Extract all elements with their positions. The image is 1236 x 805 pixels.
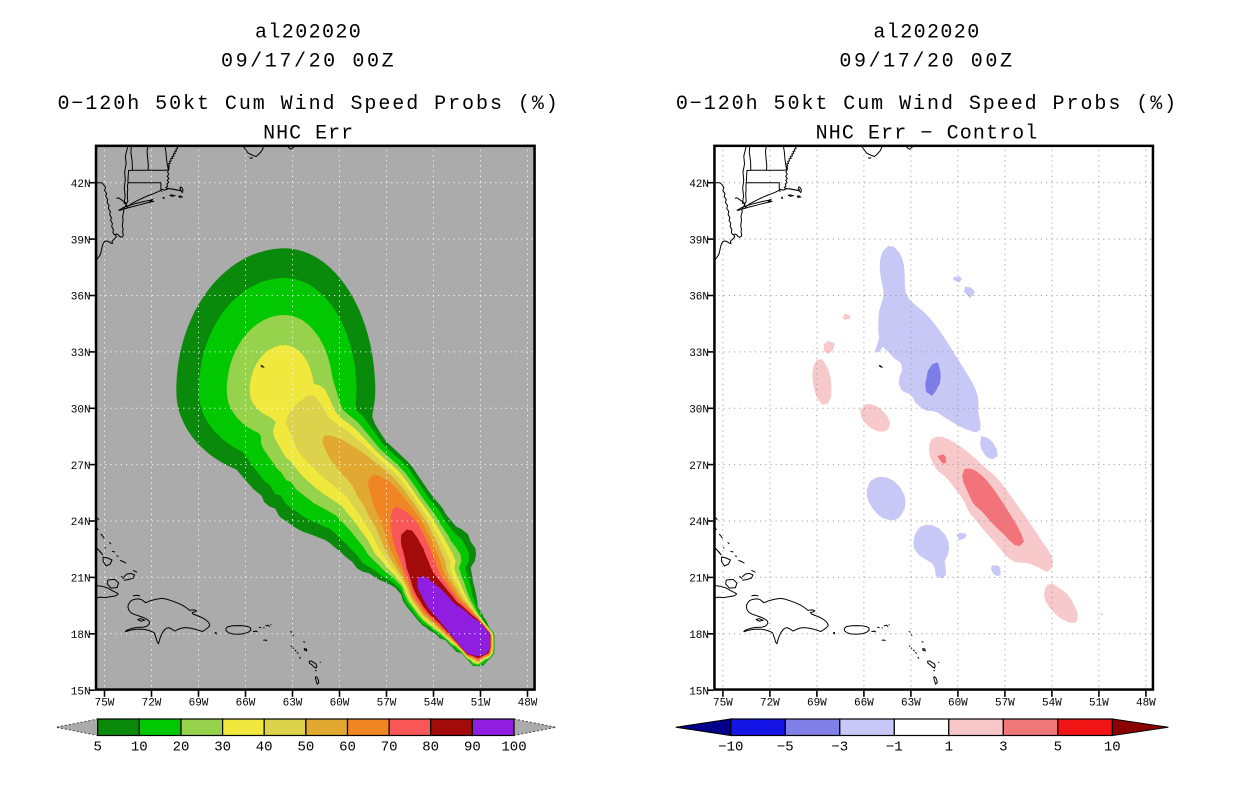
svg-text:09/17/20 00Z: 09/17/20 00Z bbox=[221, 50, 396, 73]
svg-text:42N: 42N bbox=[71, 179, 91, 191]
svg-text:NHC Err − Control: NHC Err − Control bbox=[816, 123, 1039, 146]
svg-text:21N: 21N bbox=[71, 574, 91, 586]
svg-text:30N: 30N bbox=[689, 405, 709, 417]
svg-text:40: 40 bbox=[256, 740, 273, 756]
svg-text:−1: −1 bbox=[886, 740, 903, 756]
svg-text:0−120h 50kt Cum Wind Speed Pro: 0−120h 50kt Cum Wind Speed Probs (%) bbox=[57, 93, 559, 116]
svg-text:70: 70 bbox=[381, 740, 398, 756]
svg-text:48W: 48W bbox=[518, 698, 538, 710]
svg-text:60W: 60W bbox=[330, 698, 350, 710]
svg-text:50: 50 bbox=[297, 740, 314, 756]
svg-text:0−120h 50kt Cum Wind Speed Pro: 0−120h 50kt Cum Wind Speed Probs (%) bbox=[676, 93, 1178, 116]
svg-text:51W: 51W bbox=[471, 698, 491, 710]
svg-text:21N: 21N bbox=[689, 574, 709, 586]
svg-text:48W: 48W bbox=[1136, 698, 1156, 710]
svg-text:60W: 60W bbox=[948, 698, 968, 710]
svg-text:24N: 24N bbox=[71, 517, 91, 529]
svg-text:18N: 18N bbox=[71, 630, 91, 642]
svg-text:18N: 18N bbox=[689, 630, 709, 642]
svg-text:27N: 27N bbox=[71, 461, 91, 473]
svg-text:33N: 33N bbox=[71, 348, 91, 360]
svg-text:5: 5 bbox=[93, 740, 101, 756]
svg-text:54W: 54W bbox=[424, 698, 444, 710]
svg-text:al202020: al202020 bbox=[873, 22, 980, 45]
svg-text:NHC Err: NHC Err bbox=[263, 123, 354, 146]
svg-text:33N: 33N bbox=[689, 348, 709, 360]
svg-text:−5: −5 bbox=[777, 740, 794, 756]
svg-text:63W: 63W bbox=[283, 698, 303, 710]
svg-text:5: 5 bbox=[1054, 740, 1062, 756]
svg-text:al202020: al202020 bbox=[255, 22, 362, 45]
svg-text:80: 80 bbox=[422, 740, 439, 756]
svg-text:1: 1 bbox=[945, 740, 953, 756]
svg-text:57W: 57W bbox=[377, 698, 397, 710]
svg-text:66W: 66W bbox=[236, 698, 256, 710]
svg-text:36N: 36N bbox=[71, 292, 91, 304]
svg-text:60: 60 bbox=[339, 740, 356, 756]
svg-text:54W: 54W bbox=[1042, 698, 1062, 710]
svg-text:36N: 36N bbox=[689, 292, 709, 304]
svg-text:30N: 30N bbox=[71, 405, 91, 417]
svg-text:3: 3 bbox=[999, 740, 1007, 756]
svg-text:42N: 42N bbox=[689, 179, 709, 191]
svg-text:69W: 69W bbox=[189, 698, 209, 710]
svg-text:69W: 69W bbox=[807, 698, 827, 710]
svg-text:57W: 57W bbox=[995, 698, 1015, 710]
svg-text:75W: 75W bbox=[713, 698, 733, 710]
svg-text:09/17/20 00Z: 09/17/20 00Z bbox=[839, 50, 1014, 73]
svg-text:20: 20 bbox=[173, 740, 190, 756]
svg-text:66W: 66W bbox=[854, 698, 874, 710]
svg-text:72W: 72W bbox=[760, 698, 780, 710]
svg-text:39N: 39N bbox=[689, 235, 709, 247]
svg-text:63W: 63W bbox=[901, 698, 921, 710]
svg-text:−10: −10 bbox=[718, 740, 743, 756]
svg-text:15N: 15N bbox=[689, 686, 709, 698]
svg-text:−3: −3 bbox=[831, 740, 848, 756]
svg-text:27N: 27N bbox=[689, 461, 709, 473]
svg-text:30: 30 bbox=[214, 740, 231, 756]
svg-text:39N: 39N bbox=[71, 235, 91, 247]
svg-text:75W: 75W bbox=[95, 698, 115, 710]
svg-text:10: 10 bbox=[131, 740, 148, 756]
svg-text:15N: 15N bbox=[71, 686, 91, 698]
svg-text:51W: 51W bbox=[1089, 698, 1109, 710]
svg-text:100: 100 bbox=[501, 740, 526, 756]
svg-text:24N: 24N bbox=[689, 517, 709, 529]
svg-text:90: 90 bbox=[464, 740, 481, 756]
svg-text:10: 10 bbox=[1104, 740, 1121, 756]
svg-text:72W: 72W bbox=[142, 698, 162, 710]
